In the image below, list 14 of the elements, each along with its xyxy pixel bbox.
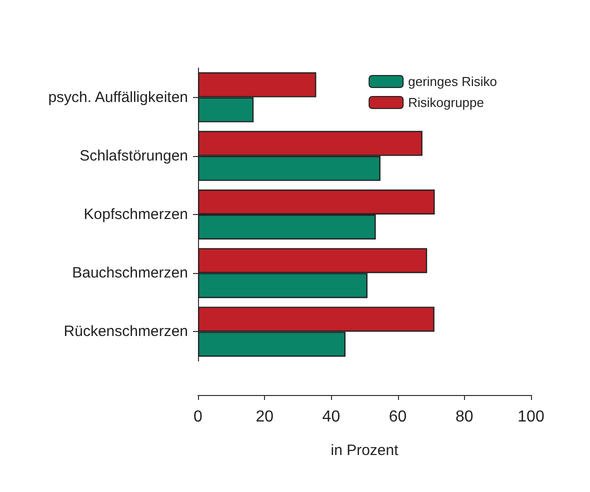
y-tick-label: Rückenschmerzen [64, 323, 188, 340]
y-tick-label: Schlafstörungen [80, 147, 188, 164]
y-tick-label: psych. Auffälligkeiten [48, 88, 188, 106]
x-tick-label: 60 [388, 408, 407, 426]
x-tick-label: 20 [256, 408, 274, 426]
legend-label: Risikogruppe [408, 95, 484, 110]
x-tick-label: 0 [194, 408, 203, 426]
x-tick-label: 40 [322, 408, 340, 426]
x-tick-label: 100 [518, 408, 544, 426]
y-tick-label: Bauchschmerzen [72, 264, 188, 282]
y-tick-label: Kopfschmerzen [84, 206, 188, 223]
x-tick-label: 80 [456, 408, 474, 426]
x-axis-title: in Prozent [330, 442, 400, 459]
legend-label: geringes Risiko [408, 74, 497, 89]
